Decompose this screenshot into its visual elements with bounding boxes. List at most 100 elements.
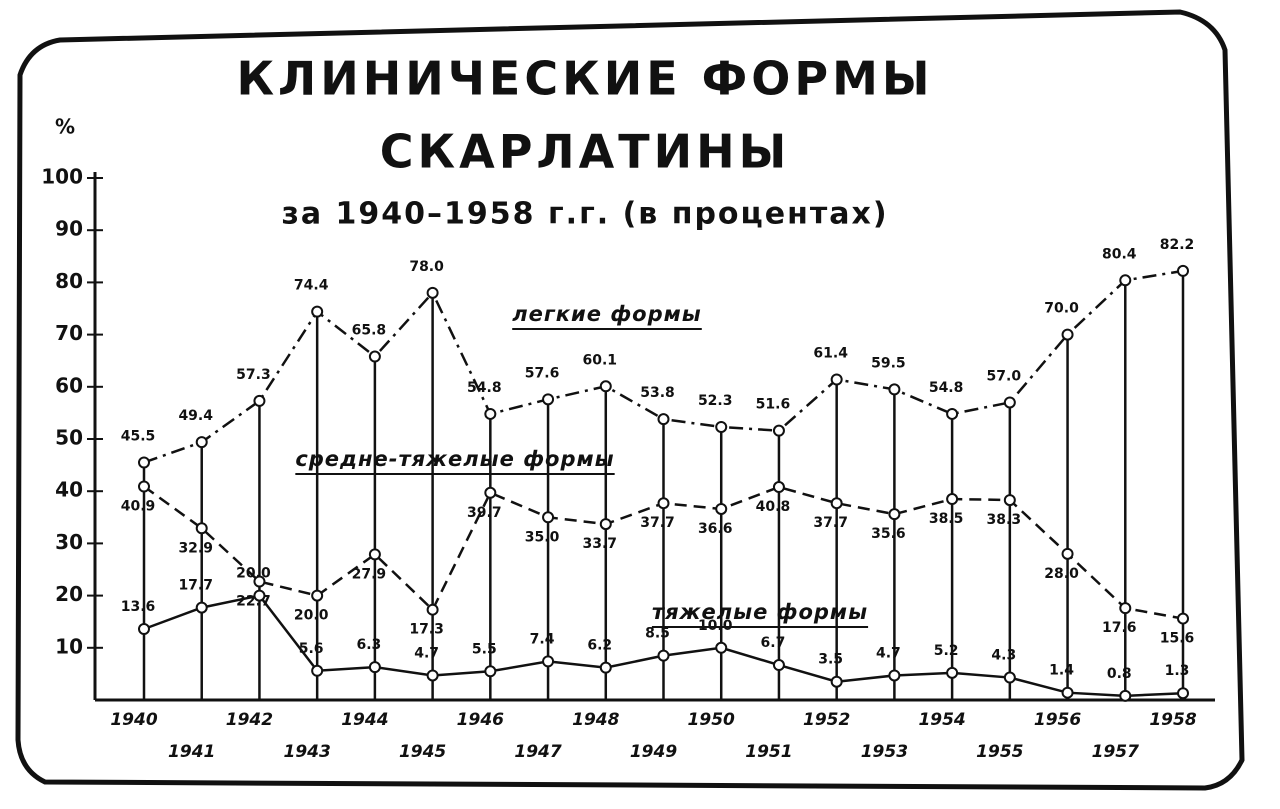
point bbox=[946, 666, 959, 679]
value-label: 38.3 bbox=[987, 512, 1022, 528]
point bbox=[657, 413, 670, 426]
point bbox=[253, 589, 266, 602]
point bbox=[311, 589, 324, 602]
y-tick-label: 10 bbox=[55, 634, 83, 658]
point bbox=[253, 575, 266, 588]
point bbox=[484, 486, 497, 499]
point bbox=[1003, 671, 1016, 684]
chart-title-line2: СКАРЛАТИНЫ bbox=[380, 125, 791, 179]
x-tick-label: 1944 bbox=[341, 710, 388, 730]
x-tick-label: 1947 bbox=[514, 742, 561, 762]
value-label: 80.4 bbox=[1102, 246, 1137, 262]
value-label: 57.3 bbox=[236, 367, 271, 383]
point bbox=[888, 669, 901, 682]
value-label: 40.8 bbox=[756, 499, 791, 515]
value-label: 40.9 bbox=[121, 499, 156, 515]
value-label: 33.7 bbox=[583, 536, 618, 552]
chart-subtitle: за 1940–1958 г.г. (в процентах) bbox=[281, 197, 888, 232]
value-label: 65.8 bbox=[352, 323, 387, 339]
value-label: 70.0 bbox=[1044, 301, 1079, 317]
value-label: 49.4 bbox=[178, 408, 213, 424]
point bbox=[772, 659, 785, 672]
point bbox=[599, 661, 612, 674]
x-tick-label: 1940 bbox=[110, 710, 157, 730]
value-label: 57.0 bbox=[987, 368, 1022, 384]
value-label: 13.6 bbox=[121, 599, 156, 615]
value-label: 5.5 bbox=[472, 641, 497, 657]
chart-title: КЛИНИЧЕСКИЕ ФОРМЫ bbox=[236, 52, 933, 106]
value-label: 59.5 bbox=[871, 355, 906, 371]
value-label: 45.5 bbox=[121, 428, 156, 444]
x-tick-label: 1956 bbox=[1034, 710, 1081, 730]
value-label: 57.6 bbox=[525, 365, 560, 381]
point bbox=[715, 641, 728, 654]
value-label: 6.2 bbox=[587, 638, 612, 654]
x-tick-label: 1950 bbox=[688, 710, 735, 730]
value-label: 61.4 bbox=[813, 345, 848, 361]
value-label: 35.6 bbox=[871, 526, 906, 542]
point bbox=[1177, 264, 1189, 277]
value-label: 8.5 bbox=[645, 626, 670, 642]
y-tick-label: 50 bbox=[55, 426, 83, 450]
point bbox=[888, 508, 901, 521]
series-name: тяжелые формы bbox=[652, 600, 868, 624]
point bbox=[138, 456, 150, 469]
point bbox=[426, 669, 439, 682]
value-label: 28.0 bbox=[1044, 566, 1079, 582]
value-label: 37.7 bbox=[813, 515, 848, 531]
frame bbox=[15, 9, 1245, 791]
value-label: 51.6 bbox=[756, 397, 791, 413]
series-name: средне-тяжелые формы bbox=[295, 447, 614, 471]
point bbox=[311, 664, 324, 677]
x-tick-label: 1955 bbox=[976, 742, 1023, 762]
point bbox=[1061, 686, 1074, 699]
y-tick-label: 20 bbox=[55, 582, 83, 606]
x-tick-label: 1946 bbox=[457, 710, 504, 730]
point bbox=[1003, 396, 1016, 409]
point bbox=[542, 655, 555, 668]
point bbox=[1003, 494, 1016, 507]
x-tick-label: 1942 bbox=[226, 710, 273, 730]
point bbox=[715, 502, 728, 515]
value-label: 5.6 bbox=[299, 641, 324, 657]
y-tick-label: 100 bbox=[41, 165, 83, 189]
value-label: 37.7 bbox=[640, 515, 675, 531]
point bbox=[311, 305, 324, 318]
value-label: 38.5 bbox=[929, 511, 964, 527]
point bbox=[368, 548, 381, 561]
x-tick-label: 1958 bbox=[1149, 710, 1196, 730]
point bbox=[426, 286, 439, 299]
point bbox=[1177, 687, 1189, 700]
value-label: 10.0 bbox=[698, 618, 733, 634]
point bbox=[1061, 328, 1074, 341]
value-label: 5.2 bbox=[934, 643, 959, 659]
point bbox=[888, 383, 901, 396]
value-label: 1.4 bbox=[1049, 663, 1074, 679]
point bbox=[772, 424, 785, 437]
point bbox=[138, 623, 150, 636]
point bbox=[1061, 547, 1074, 560]
y-tick-label: 40 bbox=[55, 478, 83, 502]
value-label: 74.4 bbox=[294, 278, 329, 294]
y-tick-label: 60 bbox=[55, 373, 83, 397]
y-tick-label: 80 bbox=[55, 269, 83, 293]
value-label: 17.3 bbox=[409, 622, 444, 638]
point bbox=[657, 649, 670, 662]
point bbox=[772, 481, 785, 494]
value-label: 4.7 bbox=[414, 645, 439, 661]
point bbox=[426, 603, 439, 616]
value-label: 3.5 bbox=[818, 652, 843, 668]
point bbox=[138, 480, 150, 493]
point bbox=[599, 380, 612, 393]
value-label: 20.0 bbox=[236, 566, 271, 582]
y-tick-label: 70 bbox=[55, 321, 83, 345]
y-tick-label: 90 bbox=[55, 217, 83, 241]
point bbox=[830, 373, 843, 386]
value-label: 6.7 bbox=[761, 635, 786, 651]
x-tick-label: 1948 bbox=[572, 710, 619, 730]
y-tick-label: 30 bbox=[55, 530, 83, 554]
point bbox=[1119, 689, 1132, 702]
point bbox=[542, 511, 555, 524]
point bbox=[1119, 602, 1132, 615]
